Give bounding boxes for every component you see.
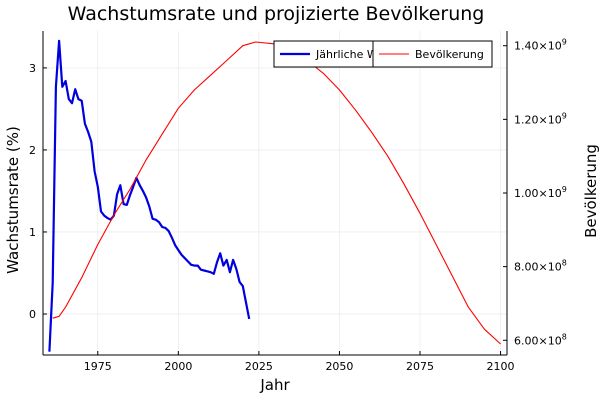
legend-entry-growth-rate: Jährliche W — [273, 40, 378, 68]
series-layer — [48, 39, 501, 352]
y-right-tick-label: 1.20×109 — [514, 111, 567, 126]
x-tick-label: 2025 — [245, 360, 273, 373]
y-right-tick-label: 1.40×109 — [514, 38, 567, 53]
x-tick-label: 2100 — [487, 360, 515, 373]
y-right-tick-label: 6.00×108 — [514, 332, 567, 347]
x-axis-label: Jahr — [259, 376, 290, 394]
x-tick-label: 1975 — [84, 360, 112, 373]
x-tick-label: 2000 — [164, 360, 192, 373]
series-line-growth-rate — [48, 39, 251, 352]
legend-label: Bevölkerung — [415, 48, 484, 61]
axes — [42, 31, 508, 356]
series-line-population — [52, 41, 501, 345]
y-axis-left-label: Wachstumsrate (%) — [4, 126, 22, 274]
legend-label: Jährliche W — [315, 48, 378, 61]
x-tick-label: 2050 — [325, 360, 353, 373]
y-left-tick-label: 3 — [29, 62, 36, 75]
x-tick-label: 2075 — [406, 360, 434, 373]
tick-labels: 1975 2000 2025 2050 2075 2100 0 1 2 3 6.00×108 8.00… — [29, 38, 567, 373]
grid — [43, 31, 507, 355]
y-axis-right-label: Bevölkerung — [582, 144, 600, 238]
y-right-tick-label: 1.00×109 — [514, 185, 567, 200]
y-left-tick-label: 0 — [29, 308, 36, 321]
chart-title: Wachstumsrate und projizierte Bevölkerun… — [68, 3, 485, 25]
y-left-tick-label: 2 — [29, 144, 36, 157]
legend-entry-population: Bevölkerung — [372, 40, 493, 68]
legend: Jährliche W Bevölkerung — [273, 40, 493, 68]
y-right-tick-label: 8.00×108 — [514, 259, 567, 274]
y-left-tick-label: 1 — [29, 226, 36, 239]
